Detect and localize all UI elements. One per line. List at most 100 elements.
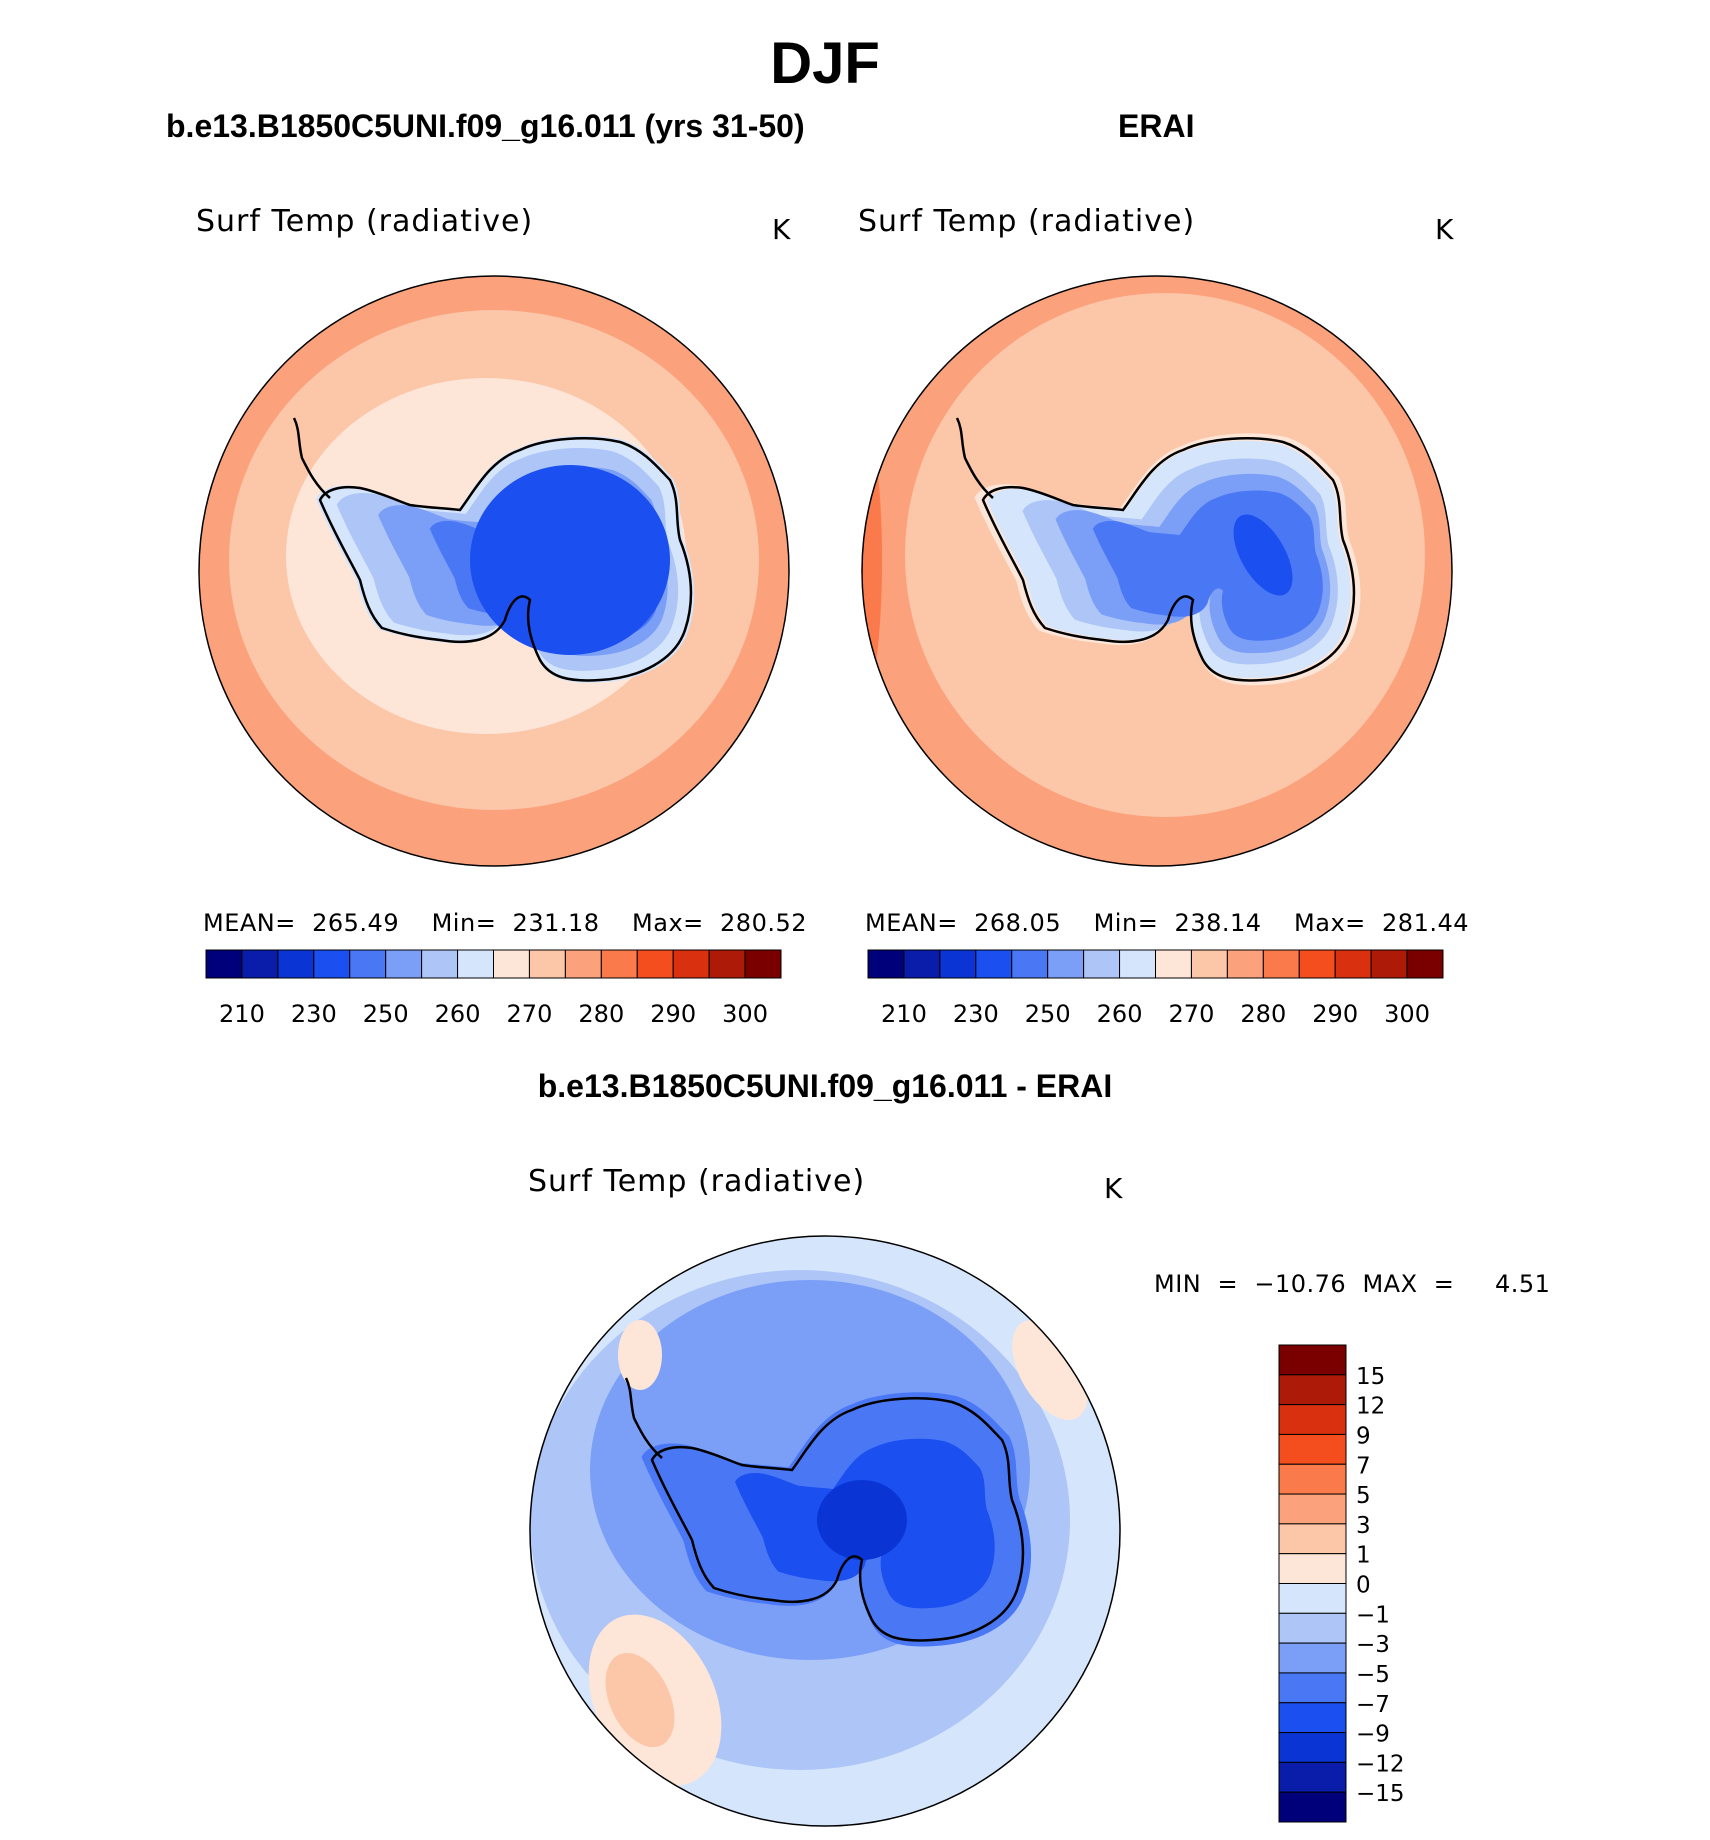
model-colorbar-box [493,949,530,979]
model-colorbar-box [708,949,746,979]
obs-colorbar-tick-label: 230 [953,1000,999,1028]
diff-field-warm-patch-2 [605,1652,675,1748]
model-colorbar-tick-label: 290 [650,1000,696,1028]
model-colorbar-box [205,949,243,979]
diff-map-border [529,1235,1121,1827]
obs-map-border [861,275,1453,867]
diff-colorbar-tick-label: −7 [1356,1692,1390,1718]
model-colorbar: 210 230 250 260 270 280 290 300 [205,949,782,1028]
model-colorbar-box [457,949,494,979]
obs-colorbar-box [1262,949,1300,979]
diff-variable-label: Surf Temp (radiative) [528,1164,866,1199]
diff-stats: MIN = −10.76 MAX = 4.51 [1154,1270,1551,1298]
obs-colorbar-tick-label: 280 [1240,1000,1286,1028]
diff-colorbar-box [1278,1493,1347,1525]
model-colorbar-box [528,949,566,979]
diff-continent [624,1376,1032,1647]
diff-colorbar: 15 12 9 7 5 3 1 0 −1 −3 −5 −7 −9 −12 −15 [1278,1344,1405,1823]
obs-colorbar-box [939,949,977,979]
model-colorbar-box [564,949,602,979]
obs-panel-title: ERAI [1118,108,1195,144]
obs-field-warm-edge [862,410,882,710]
diff-colorbar-box [1278,1523,1347,1555]
diff-colorbar-box [1278,1791,1347,1823]
model-colorbar-tick-label: 280 [578,1000,624,1028]
obs-colorbar-box [867,949,905,979]
model-colorbar-box [636,949,674,979]
diff-colorbar-box [1278,1702,1347,1734]
model-colorbar-box [385,949,423,979]
diff-colorbar-tick-label: −12 [1356,1751,1405,1777]
diff-colorbar-tick-label: 12 [1356,1394,1385,1420]
obs-variable-label: Surf Temp (radiative) [858,204,1196,239]
obs-colorbar-box [1406,949,1444,979]
model-colorbar-tick-label: 300 [722,1000,768,1028]
obs-colorbar-tick-label: 250 [1025,1000,1071,1028]
diff-colorbar-box [1278,1612,1347,1644]
model-colorbar-tick-label: 230 [291,1000,337,1028]
diff-colorbar-box [1278,1433,1347,1465]
diff-colorbar-box [1278,1642,1347,1674]
model-stats: MEAN= 265.49 Min= 231.18 Max= 280.52 [203,909,808,937]
obs-map [861,275,1453,867]
model-colorbar-tick-label: 270 [507,1000,553,1028]
obs-units-label: K [1435,213,1454,246]
diff-colorbar-box [1278,1344,1347,1376]
obs-continent [955,416,1361,686]
model-panel-title: b.e13.B1850C5UNI.f09_g16.011 (yrs 31-50) [166,108,805,144]
obs-colorbar-box [903,949,941,979]
model-colorbar-box [744,949,782,979]
model-colorbar-tick-label: 210 [219,1000,265,1028]
diff-colorbar-tick-label: 0 [1356,1573,1371,1599]
diff-colorbar-box [1278,1761,1347,1793]
diff-colorbar-box [1278,1732,1347,1763]
diff-field-warm-patch-3 [618,1320,662,1390]
obs-colorbar-box [1155,949,1192,979]
obs-colorbar-tick-label: 210 [881,1000,927,1028]
diff-colorbar-tick-label: 5 [1356,1483,1371,1509]
model-colorbar-box [421,949,459,979]
model-variable-label: Surf Temp (radiative) [196,204,534,239]
model-colorbar-box [672,949,710,979]
diff-colorbar-box [1278,1374,1347,1406]
diff-colorbar-tick-label: −9 [1356,1722,1390,1748]
model-colorbar-box [241,949,279,979]
obs-colorbar-box [1011,949,1049,979]
obs-colorbar-box [1083,949,1121,979]
obs-colorbar-tick-label: 260 [1097,1000,1143,1028]
model-continent [292,416,695,683]
model-colorbar-tick-label: 260 [435,1000,481,1028]
obs-colorbar-box [1298,949,1336,979]
obs-colorbar-box [1190,949,1228,979]
obs-stats: MEAN= 268.05 Min= 238.14 Max= 281.44 [865,909,1470,937]
diff-colorbar-tick-label: −5 [1356,1662,1390,1688]
diff-units-label: K [1104,1172,1123,1205]
diff-colorbar-tick-label: −3 [1356,1632,1390,1658]
diff-map [529,1235,1121,1827]
model-colorbar-tick-label: 250 [363,1000,409,1028]
obs-colorbar-box [1334,949,1372,979]
obs-colorbar: 210 230 250 260 270 280 290 300 [867,949,1444,1028]
model-colorbar-box [600,949,638,979]
diff-colorbar-tick-label: −15 [1356,1781,1405,1807]
diff-panel-title: b.e13.B1850C5UNI.f09_g16.011 - ERAI [537,1068,1113,1104]
diff-colorbar-tick-label: 15 [1356,1364,1385,1390]
diff-colorbar-box [1278,1672,1347,1704]
obs-colorbar-box [1119,949,1156,979]
model-units-label: K [772,213,791,246]
obs-colorbar-box [1047,949,1085,979]
model-map-border [198,275,790,867]
obs-colorbar-box [1370,949,1408,979]
model-map [198,275,790,867]
obs-colorbar-tick-label: 270 [1169,1000,1215,1028]
obs-colorbar-box [975,949,1013,979]
obs-colorbar-box [1226,949,1264,979]
diff-colorbar-box [1278,1583,1347,1614]
model-colorbar-box [313,949,351,979]
diff-colorbar-tick-label: 1 [1356,1543,1371,1569]
model-colorbar-box [277,949,315,979]
diff-colorbar-tick-label: 3 [1356,1513,1371,1539]
obs-colorbar-tick-label: 300 [1384,1000,1430,1028]
diff-colorbar-tick-label: −1 [1356,1602,1390,1628]
